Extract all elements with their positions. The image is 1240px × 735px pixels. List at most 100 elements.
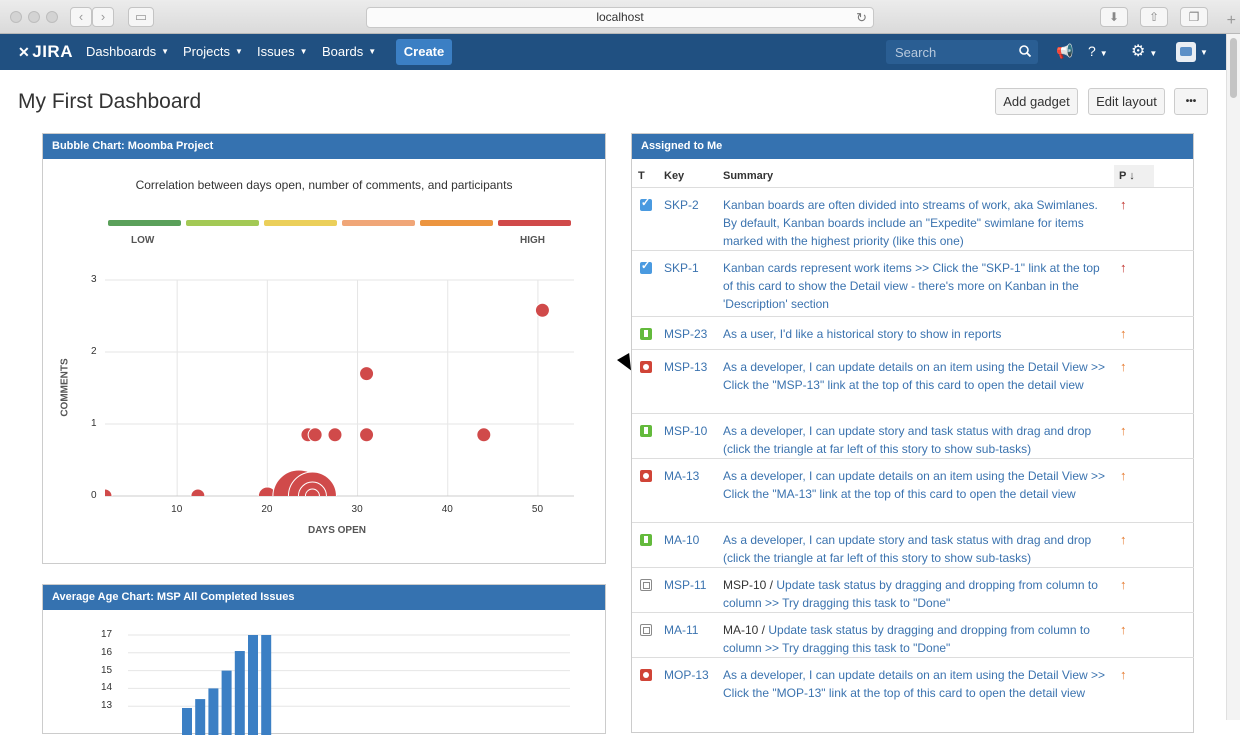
jira-logo[interactable]: ✕ JIRA (18, 42, 73, 62)
story-type-icon (640, 425, 652, 437)
bubble-point[interactable] (257, 486, 277, 505)
share-icon[interactable]: ⇧ (1140, 7, 1168, 27)
page-scrollbar[interactable] (1226, 34, 1240, 720)
issue-key-link[interactable]: MSP-23 (664, 327, 708, 341)
parent-issue-link[interactable]: MSP-10 / (723, 578, 777, 592)
issue-summary[interactable]: MSP-10 / Update task status by dragging … (723, 576, 1113, 612)
bar[interactable] (221, 670, 232, 735)
summary-text[interactable]: Update task status by dragging and dropp… (723, 623, 1090, 655)
bubble-point[interactable] (359, 427, 375, 443)
bubble-point[interactable] (327, 427, 343, 443)
bubble-point[interactable] (534, 302, 550, 318)
summary-text[interactable]: As a developer, I can update details on … (723, 360, 1106, 392)
bubble-point[interactable] (98, 488, 113, 503)
add-gadget-button[interactable]: Add gadget (995, 88, 1078, 115)
close-window-icon[interactable] (10, 11, 22, 23)
issue-row[interactable]: MSP-23 As a user, I'd like a historical s… (632, 316, 1194, 349)
megaphone-icon[interactable]: 📢 (1056, 43, 1074, 59)
avatar[interactable] (1176, 42, 1196, 62)
zoom-window-icon[interactable] (46, 11, 58, 23)
col-type-header[interactable]: T (638, 170, 645, 182)
bubble-point[interactable] (304, 488, 320, 503)
issue-key-link[interactable]: MSP-11 (664, 578, 707, 592)
menu-boards[interactable]: Boards ▼ (322, 44, 376, 59)
issue-summary[interactable]: As a developer, I can update story and t… (723, 422, 1113, 458)
summary-text[interactable]: As a user, I'd like a historical story t… (723, 327, 1002, 341)
issue-row[interactable]: MSP-13 As a developer, I can update detai… (632, 349, 1194, 413)
bar[interactable] (261, 635, 272, 735)
issue-key-link[interactable]: MA-13 (664, 469, 700, 483)
downloads-icon[interactable]: ⬇ (1100, 7, 1128, 27)
bar[interactable] (208, 688, 219, 735)
summary-text[interactable]: Kanban cards represent work items >> Cli… (723, 261, 1100, 311)
back-icon[interactable]: ‹ (70, 7, 92, 27)
bubble-point[interactable] (190, 488, 206, 503)
scrollbar-thumb[interactable] (1230, 38, 1237, 98)
gadget-title[interactable]: Average Age Chart: MSP All Completed Iss… (43, 585, 605, 610)
issue-summary[interactable]: As a developer, I can update details on … (723, 467, 1113, 503)
bubble-point[interactable] (307, 427, 323, 443)
issue-key-link[interactable]: SKP-2 (664, 198, 699, 212)
issue-row[interactable]: MA-11 MA-10 / Update task status by dragg… (632, 612, 1194, 657)
search-box[interactable] (886, 40, 1038, 64)
new-tab-icon[interactable]: + (1226, 12, 1236, 29)
y-tick-label: 1 (91, 418, 97, 429)
bar[interactable] (195, 699, 206, 735)
reload-icon[interactable]: ↻ (856, 10, 867, 25)
bar[interactable] (234, 651, 245, 735)
bubble-point[interactable] (359, 366, 375, 382)
menu-projects[interactable]: Projects ▼ (183, 44, 243, 59)
issue-summary[interactable]: Kanban boards are often divided into str… (723, 196, 1113, 250)
issue-row[interactable]: MA-13 As a developer, I can update detail… (632, 458, 1194, 522)
bar[interactable] (248, 635, 258, 735)
issue-summary[interactable]: As a user, I'd like a historical story t… (723, 325, 1113, 343)
issue-key-link[interactable]: MOP-13 (664, 668, 709, 682)
issue-key-link[interactable]: MA-10 (664, 533, 700, 547)
minimize-window-icon[interactable] (28, 11, 40, 23)
summary-text[interactable]: As a developer, I can update story and t… (723, 424, 1092, 456)
search-input[interactable] (886, 40, 1016, 64)
bubble-point[interactable] (476, 427, 492, 443)
bar[interactable] (182, 707, 192, 735)
issue-key-link[interactable]: MSP-10 (664, 424, 708, 438)
issue-row[interactable]: MSP-10 As a developer, I can update story… (632, 413, 1194, 458)
issue-summary[interactable]: As a developer, I can update details on … (723, 358, 1113, 394)
summary-text[interactable]: As a developer, I can update details on … (723, 469, 1106, 501)
parent-issue-link[interactable]: MA-10 / (723, 623, 769, 637)
summary-text[interactable]: As a developer, I can update details on … (723, 668, 1106, 700)
col-priority-header[interactable]: P ↓ (1114, 165, 1154, 187)
col-key-header[interactable]: Key (664, 170, 685, 182)
issue-row[interactable]: MOP-13 As a developer, I can update detai… (632, 657, 1194, 734)
menu-dashboards[interactable]: Dashboards ▼ (86, 44, 169, 59)
col-summary-header[interactable]: Summary (723, 170, 774, 182)
help-icon[interactable]: ? ▼ (1088, 43, 1108, 59)
issue-key-link[interactable]: MA-11 (664, 623, 699, 637)
issue-key-link[interactable]: MSP-13 (664, 360, 708, 374)
gadget-title[interactable]: Bubble Chart: Moomba Project (43, 134, 605, 159)
summary-text[interactable]: Update task status by dragging and dropp… (723, 578, 1098, 610)
more-actions-button[interactable]: ••• (1174, 88, 1208, 115)
edit-layout-button[interactable]: Edit layout (1088, 88, 1165, 115)
gadget-title[interactable]: Assigned to Me (632, 134, 1193, 159)
search-icon[interactable] (1018, 44, 1032, 58)
issue-summary[interactable]: As a developer, I can update story and t… (723, 531, 1113, 567)
menu-issues[interactable]: Issues ▼ (257, 44, 308, 59)
gear-icon[interactable]: ⚙ ▼ (1131, 43, 1158, 60)
issue-row[interactable]: MSP-11 MSP-10 / Update task status by dra… (632, 567, 1194, 612)
summary-text[interactable]: Kanban boards are often divided into str… (723, 198, 1098, 248)
address-bar[interactable]: localhost ↻ (366, 7, 874, 28)
issue-row[interactable]: MA-10 As a developer, I can update story … (632, 522, 1194, 567)
issue-row[interactable]: SKP-2 Kanban boards are often divided int… (632, 187, 1194, 250)
issue-key-link[interactable]: SKP-1 (664, 261, 699, 275)
issue-summary[interactable]: Kanban cards represent work items >> Cli… (723, 259, 1113, 313)
summary-text[interactable]: As a developer, I can update story and t… (723, 533, 1092, 565)
tabs-icon[interactable]: ❐ (1180, 7, 1208, 27)
issue-row[interactable]: SKP-1 Kanban cards represent work items >… (632, 250, 1194, 316)
sidebar-toggle-icon[interactable]: ▭ (128, 7, 154, 27)
priority-arrow-icon: ↑ (1120, 359, 1127, 374)
create-button[interactable]: Create (396, 39, 452, 65)
issue-summary[interactable]: As a developer, I can update details on … (723, 666, 1113, 702)
issue-summary[interactable]: MA-10 / Update task status by dragging a… (723, 621, 1113, 657)
forward-icon[interactable]: › (92, 7, 114, 27)
chevron-down-icon[interactable]: ▼ (1200, 48, 1208, 57)
